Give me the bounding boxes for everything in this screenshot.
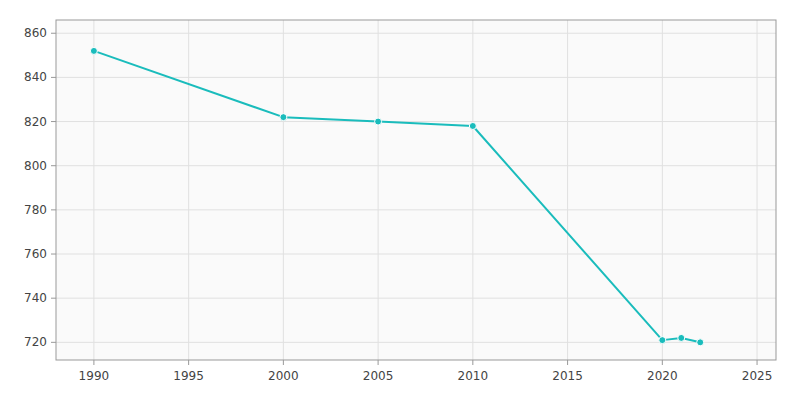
x-grid-line: [378, 20, 379, 360]
y-tick: [51, 33, 56, 34]
x-tick: [93, 360, 94, 365]
x-grid-line: [472, 20, 473, 360]
y-tick: [51, 342, 56, 343]
grid: [56, 20, 776, 360]
y-grid-line: [56, 33, 776, 34]
point: [659, 337, 666, 344]
y-grid-line: [56, 209, 776, 210]
x-tick-label: 2010: [458, 369, 489, 383]
point: [678, 334, 685, 341]
line: [94, 51, 700, 342]
y-tick: [51, 77, 56, 78]
x-tick: [757, 360, 758, 365]
x-tick: [188, 360, 189, 365]
chart-container: 1990 1995 2000 2005 2010 2015 2020 2025 720 740 76…: [0, 0, 800, 400]
x-grid-line: [757, 20, 758, 360]
point: [280, 114, 287, 121]
x-tick-label: 1990: [79, 369, 110, 383]
y-tick: [51, 298, 56, 299]
x-tick-label: 2025: [742, 369, 773, 383]
y-grid-line: [56, 165, 776, 166]
x-grid-line: [93, 20, 94, 360]
y-tick-label: 720: [24, 335, 47, 349]
y-tick-label: 740: [24, 291, 47, 305]
y-tick-label: 820: [24, 115, 47, 129]
x-grid-line: [567, 20, 568, 360]
x-tick-label: 2000: [268, 369, 299, 383]
y-tick: [51, 254, 56, 255]
x-grid-line: [662, 20, 663, 360]
point: [375, 118, 382, 125]
x-tick-label: 2015: [552, 369, 583, 383]
point: [90, 47, 97, 54]
x-tick-label: 2020: [647, 369, 678, 383]
x-tick: [662, 360, 663, 365]
x-tick: [472, 360, 473, 365]
axes: 1990 1995 2000 2005 2010 2015 2020 2025 720 740 76…: [24, 26, 772, 383]
chart-svg: 1990 1995 2000 2005 2010 2015 2020 2025 720 740 76…: [0, 0, 800, 400]
x-tick: [378, 360, 379, 365]
y-tick-label: 840: [24, 70, 47, 84]
y-tick-label: 800: [24, 159, 47, 173]
x-tick: [567, 360, 568, 365]
y-tick-label: 760: [24, 247, 47, 261]
y-grid-line: [56, 298, 776, 299]
x-grid-line: [283, 20, 284, 360]
x-tick: [283, 360, 284, 365]
y-tick-label: 860: [24, 26, 47, 40]
y-tick: [51, 121, 56, 122]
y-grid-line: [56, 342, 776, 343]
x-grid-line: [188, 20, 189, 360]
plot-frame: [56, 20, 776, 360]
plot-area: [56, 20, 776, 360]
y-grid-line: [56, 121, 776, 122]
data-group: [90, 47, 703, 345]
x-tick-label: 2005: [363, 369, 394, 383]
y-tick-label: 780: [24, 203, 47, 217]
y-tick: [51, 209, 56, 210]
y-grid-line: [56, 254, 776, 255]
x-tick-label: 1995: [173, 369, 204, 383]
y-grid-line: [56, 77, 776, 78]
point: [469, 122, 476, 129]
y-tick: [51, 165, 56, 166]
point: [697, 339, 704, 346]
